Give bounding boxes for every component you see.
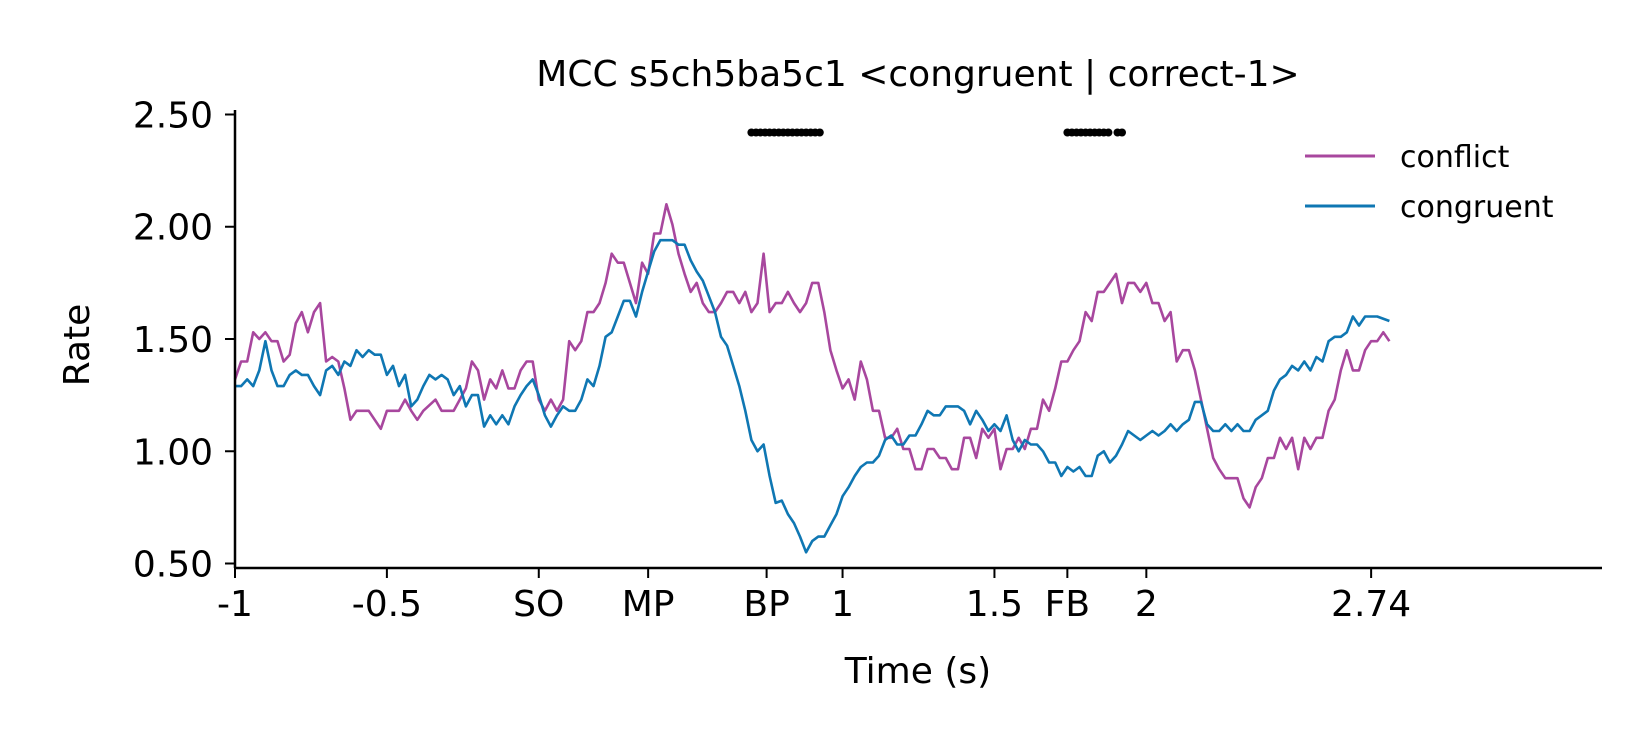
x-tick-label: 1.5 <box>966 584 1023 625</box>
significance-marker <box>1118 128 1126 137</box>
x-axis-label: Time (s) <box>844 651 991 692</box>
significance-marker <box>1104 128 1113 137</box>
x-ticks: -1 -0.5 SO MP BP 1 1.5 FB 2 2.74 <box>217 568 1411 625</box>
plot-lines <box>233 203 1391 554</box>
x-tick-label: FB <box>1045 584 1090 625</box>
legend: conflict congruent <box>1305 140 1554 225</box>
significance-marker <box>815 128 824 137</box>
y-tick-label: 2.00 <box>133 208 213 249</box>
y-tick-label: 1.00 <box>133 432 213 473</box>
x-tick-label: 1 <box>831 584 854 625</box>
significance-markers <box>747 128 1126 137</box>
legend-label-conflict: conflict <box>1400 140 1510 175</box>
y-axis-label: Rate <box>57 304 98 387</box>
series-line-congruent <box>235 238 1390 554</box>
legend-label-congruent: congruent <box>1400 190 1554 225</box>
x-tick-label: SO <box>513 584 564 625</box>
x-tick-label: BP <box>743 584 789 625</box>
y-tick-label: 1.50 <box>133 320 213 361</box>
y-ticks: 0.50 1.00 1.50 2.00 2.50 <box>133 95 235 586</box>
y-tick-label: 0.50 <box>133 545 213 586</box>
y-tick-label: 2.50 <box>133 95 213 136</box>
x-tick-label: -0.5 <box>352 584 422 625</box>
series-line-conflict <box>233 203 1391 509</box>
x-tick-label: -1 <box>217 584 253 625</box>
x-tick-label: 2.74 <box>1331 584 1411 625</box>
x-tick-label: MP <box>622 584 675 625</box>
x-tick-label: 2 <box>1135 584 1158 625</box>
chart-title: MCC s5ch5ba5c1 <congruent | correct-1> <box>536 54 1299 95</box>
